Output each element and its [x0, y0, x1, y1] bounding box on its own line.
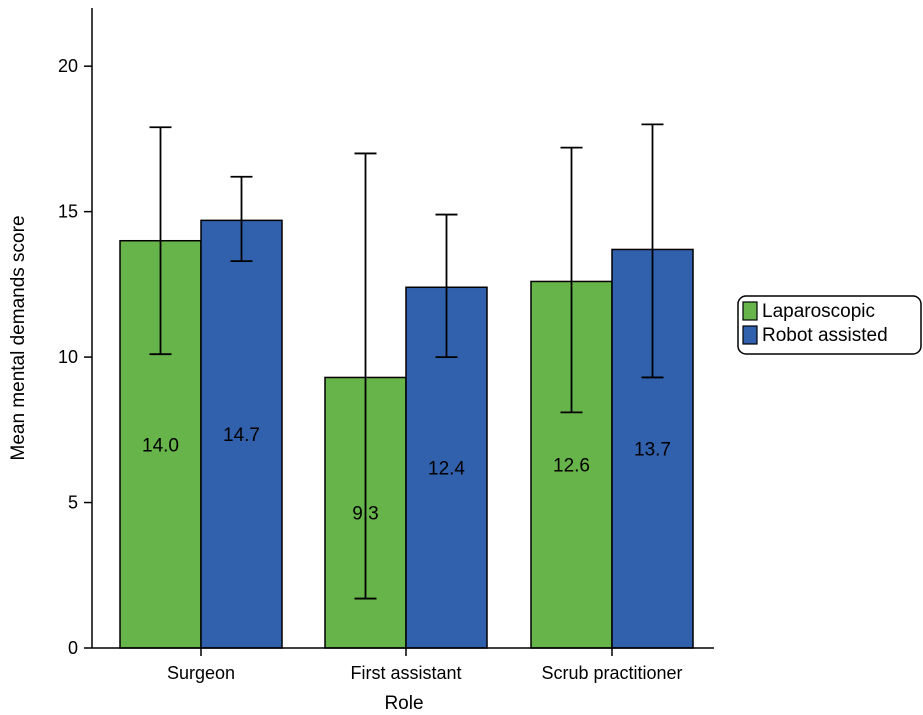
error-bar [560, 146, 583, 414]
x-tick-label: Surgeon [167, 663, 235, 683]
data-labels-layer: 14.0 9.3 12.6 14.7 12.4 13.7 [142, 425, 671, 525]
data-label: 12.6 [553, 456, 590, 477]
legend-box [737, 295, 922, 355]
data-label: 12.4 [428, 459, 465, 480]
y-tick-label: 20 [58, 56, 78, 76]
y-tick-label: 10 [58, 347, 78, 367]
y-tick-label: 0 [68, 638, 78, 658]
data-label: 14.0 [142, 435, 179, 456]
x-tick-label: First assistant [350, 663, 461, 683]
error-bar [641, 123, 664, 379]
bars-layer [119, 219, 694, 649]
axes-layer: 0 5 10 15 20 Surgeon First assistant Scrub prac… [58, 8, 714, 683]
legend: Laparoscopic Robot assisted [737, 295, 922, 355]
error-bar [149, 126, 172, 356]
data-label: 9.3 [352, 504, 378, 525]
y-axis-title: Mean mental demands score [8, 215, 29, 460]
error-bar [435, 213, 458, 358]
error-bars-layer [149, 123, 664, 600]
data-label: 13.7 [634, 440, 671, 461]
legend-swatch [742, 301, 758, 321]
x-tick-label: Scrub practitioner [541, 663, 682, 683]
legend-swatch [742, 325, 758, 345]
data-label: 14.7 [223, 425, 260, 446]
bar-robot-assisted-0 [200, 219, 283, 649]
legend-label: Laparoscopic [762, 301, 875, 322]
legend-label: Robot assisted [762, 325, 888, 346]
error-bar [354, 152, 377, 600]
x-axis-title: Role [384, 693, 423, 714]
error-bar [230, 175, 253, 262]
y-tick-label: 15 [58, 202, 78, 222]
y-tick-label: 5 [68, 493, 78, 513]
